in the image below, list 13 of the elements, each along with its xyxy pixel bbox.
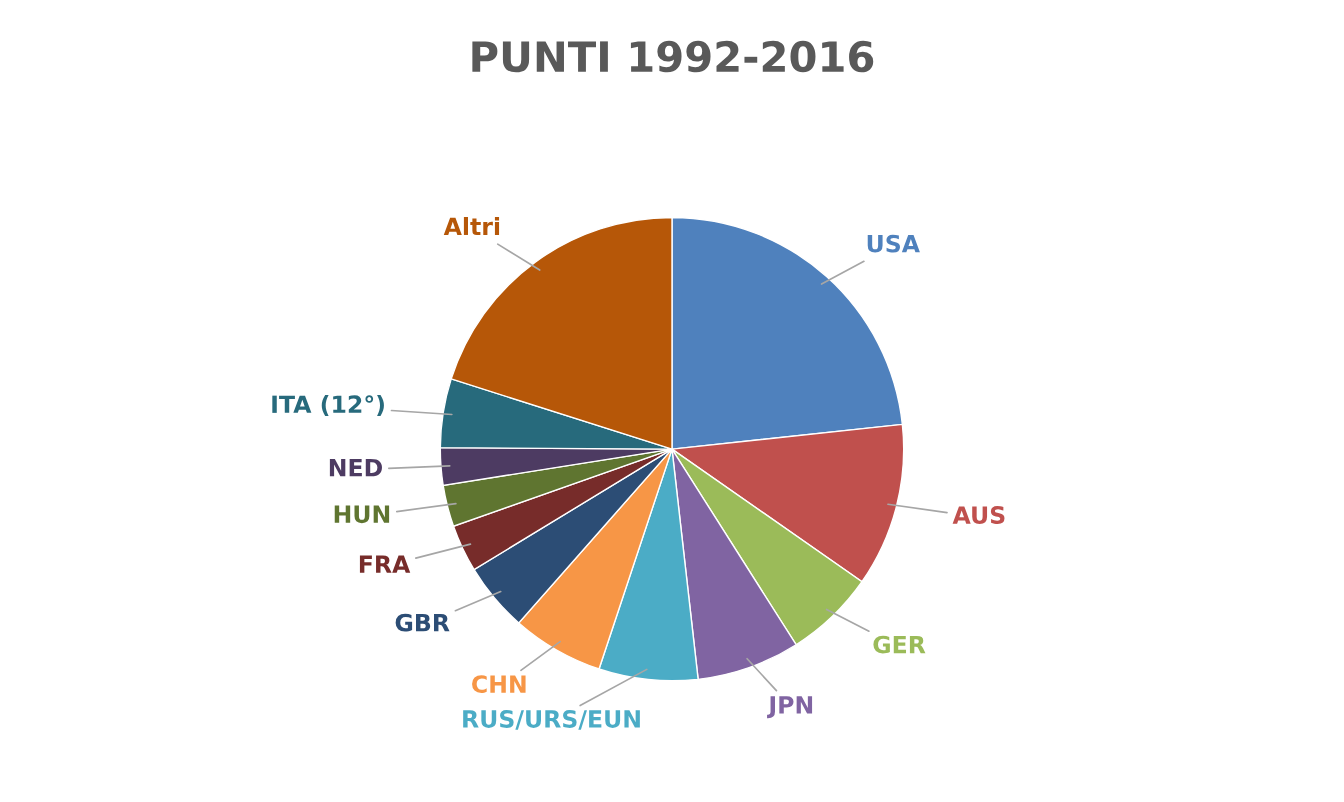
slice-label: ITA (12°) [272,394,384,416]
chart-title: PUNTI 1992-2016 [472,40,874,73]
slice-label: NED [329,459,382,477]
slice-label: GBR [395,613,450,632]
slice-label: FRA [359,555,411,573]
slice-label: JPN [767,696,813,719]
slice-label: USA [867,234,920,253]
slice-label: CHN [472,675,526,694]
slice-label: Altri [443,217,500,235]
slice-label: RUS/URS/EUN [463,710,640,730]
slice-label: AUS [952,506,1005,524]
slice-label: HUN [334,505,390,524]
slice-label: GER [873,635,926,654]
